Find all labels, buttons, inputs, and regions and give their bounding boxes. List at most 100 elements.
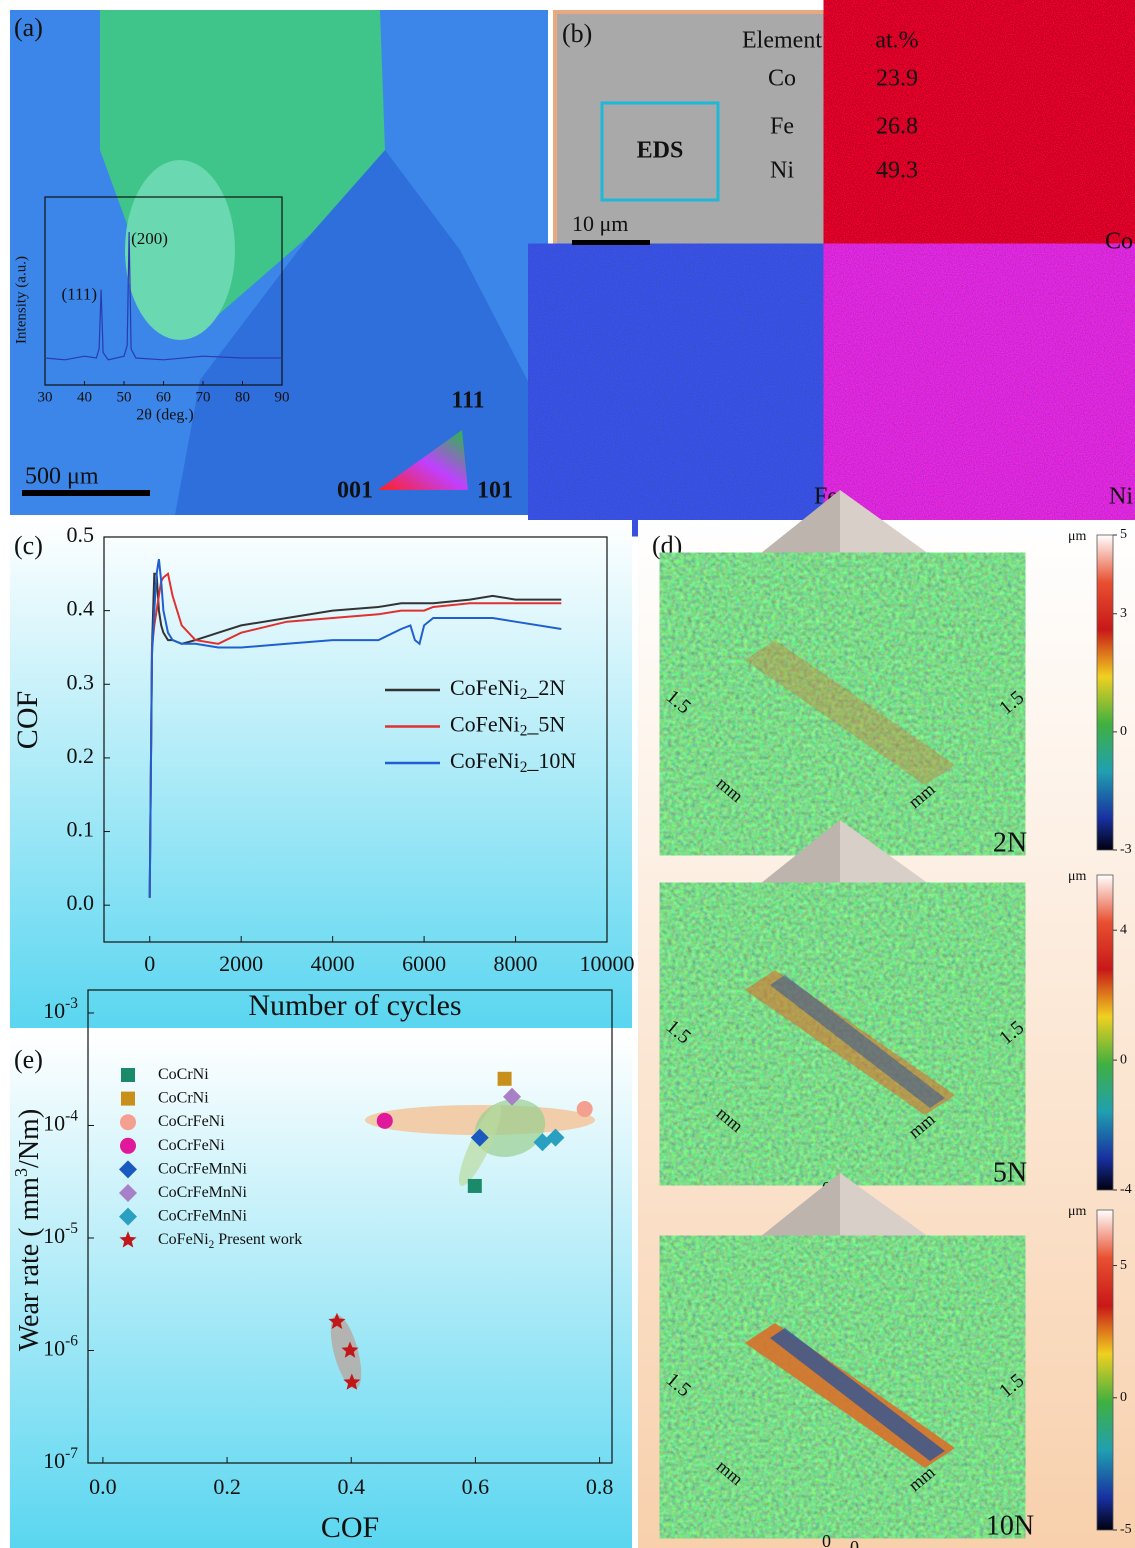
x-tick-label: 4000 [311, 951, 355, 976]
y-tick-label: 0.3 [67, 669, 95, 694]
scale-bar [572, 240, 650, 245]
x-tick-label: 30 [38, 389, 53, 405]
legend-label: CoFeNi2_10N [450, 748, 576, 775]
panel-label: (e) [14, 1045, 43, 1074]
legend-label: CoFeNi2 Present work [158, 1231, 302, 1251]
x-tick-label: 10000 [580, 951, 635, 976]
base: 10 [43, 1336, 65, 1361]
load-label: 10N [986, 1510, 1034, 1541]
x-tick-label: 70 [196, 389, 211, 405]
map-label: Ni [1109, 484, 1133, 510]
legend-label: CoCrNi [158, 1066, 209, 1083]
subscript: 2 [520, 722, 528, 739]
table-cell: Ni [770, 158, 794, 184]
marker [498, 1072, 512, 1086]
name: CoFeNi [450, 675, 520, 700]
fe-map [557, 268, 845, 512]
table-cell: Co [768, 66, 796, 92]
colorbar-tick-label: 5 [1120, 1258, 1127, 1273]
x-tick-label: 50 [117, 389, 132, 405]
marker [577, 1101, 593, 1117]
legend-label: CoCrFeNi [158, 1136, 225, 1153]
scale-label: 10 μm [572, 211, 628, 236]
colorbar-tick-label: 5 [1120, 527, 1127, 542]
subscript: 2 [520, 759, 528, 776]
suffix: _5N [526, 712, 565, 737]
colorbar-tick-label: -4 [1120, 1182, 1132, 1197]
name: CoFeNi [158, 1231, 209, 1248]
legend-label: CoFeNi2_2N [450, 675, 565, 702]
legend-label: CoCrFeMnNi [158, 1160, 247, 1177]
name: CoCrFeMnNi [158, 1184, 247, 1201]
subscript: 2 [520, 686, 528, 703]
table-cell: 23.9 [876, 66, 918, 92]
table-cell: 26.8 [876, 114, 918, 140]
y-axis-title: COF [11, 691, 44, 749]
name: CoFeNi [450, 712, 520, 737]
x-tick-label: 60 [156, 389, 171, 405]
x-tick-label: 0 [144, 951, 155, 976]
x-tick-label: 0.8 [586, 1474, 614, 1499]
name: CoCrNi [158, 1066, 209, 1083]
x-axis-title: Number of cycles [248, 989, 461, 1022]
name: CoCrNi [158, 1089, 209, 1106]
base: 10 [43, 998, 65, 1023]
y-tick-label: 0.2 [67, 743, 95, 768]
y-axis-title: Wear rate ( mm3/Nm) [11, 1109, 45, 1351]
x-tick-label: 0.6 [462, 1474, 490, 1499]
name: CoFeNi [450, 748, 520, 773]
load-label: 2N [993, 827, 1027, 858]
eds-label: EDS [637, 138, 684, 164]
marker [377, 1113, 393, 1129]
exponent: -6 [65, 1332, 78, 1349]
x-tick-label: 40 [77, 389, 92, 405]
panel-b [553, 10, 1135, 516]
superscript: 3 [11, 1168, 31, 1177]
x-tick-label: 2000 [219, 951, 263, 976]
name: CoCrFeNi [158, 1113, 225, 1130]
exponent: -3 [65, 994, 78, 1011]
x-tick-label: 80 [235, 389, 250, 405]
grain [125, 160, 235, 340]
axis-label: 0 [822, 1531, 831, 1548]
figure: (a) 500 μm 111 001 101 (b) EDS 10 μm Ele… [0, 0, 1135, 1548]
x-tick-label: 0.4 [337, 1474, 365, 1499]
legend-swatch [121, 1092, 135, 1106]
colorbar-tick-label: 3 [1120, 606, 1127, 621]
scale-label: 500 μm [25, 464, 99, 490]
label: /Nm) [14, 1109, 45, 1168]
x-tick-label: 0.2 [213, 1474, 241, 1499]
x-tick-label: 90 [275, 389, 290, 405]
colorbar-unit: μm [1068, 869, 1087, 884]
marker [468, 1179, 482, 1193]
axis-label: 0 [850, 1537, 859, 1548]
ipf-label: 101 [477, 478, 513, 504]
ipf-label: 001 [337, 478, 373, 504]
base: 10 [43, 1111, 65, 1136]
exponent: -4 [65, 1107, 78, 1124]
x-tick-label: 8000 [494, 951, 538, 976]
colorbar-unit: μm [1068, 1204, 1087, 1219]
exponent: -5 [65, 1220, 78, 1237]
annotation: (111) [62, 285, 98, 304]
colorbar [1097, 535, 1113, 850]
y-tick-label: 0.0 [67, 890, 95, 915]
panel-label: (a) [14, 13, 43, 42]
ipf-label: 111 [451, 388, 484, 414]
panel-label: (d) [652, 531, 682, 560]
table-header: Element [742, 28, 822, 54]
x-tick-label: 6000 [402, 951, 446, 976]
suffix: _10N [526, 748, 576, 773]
label: Wear rate ( mm [14, 1177, 45, 1351]
y-axis-title: Intensity (a.u.) [13, 256, 29, 344]
legend-label: CoCrFeMnNi [158, 1184, 247, 1201]
legend-label: CoCrFeMnNi [158, 1207, 247, 1224]
table-cell: 49.3 [876, 158, 918, 184]
legend-swatch [121, 1068, 135, 1082]
name: CoCrFeNi [158, 1136, 225, 1153]
legend-label: CoCrFeNi [158, 1113, 225, 1130]
suffix: Present work [214, 1231, 302, 1248]
panel-label: (c) [14, 531, 43, 560]
load-label: 5N [993, 1157, 1027, 1188]
y-tick-label: 0.5 [67, 522, 95, 547]
